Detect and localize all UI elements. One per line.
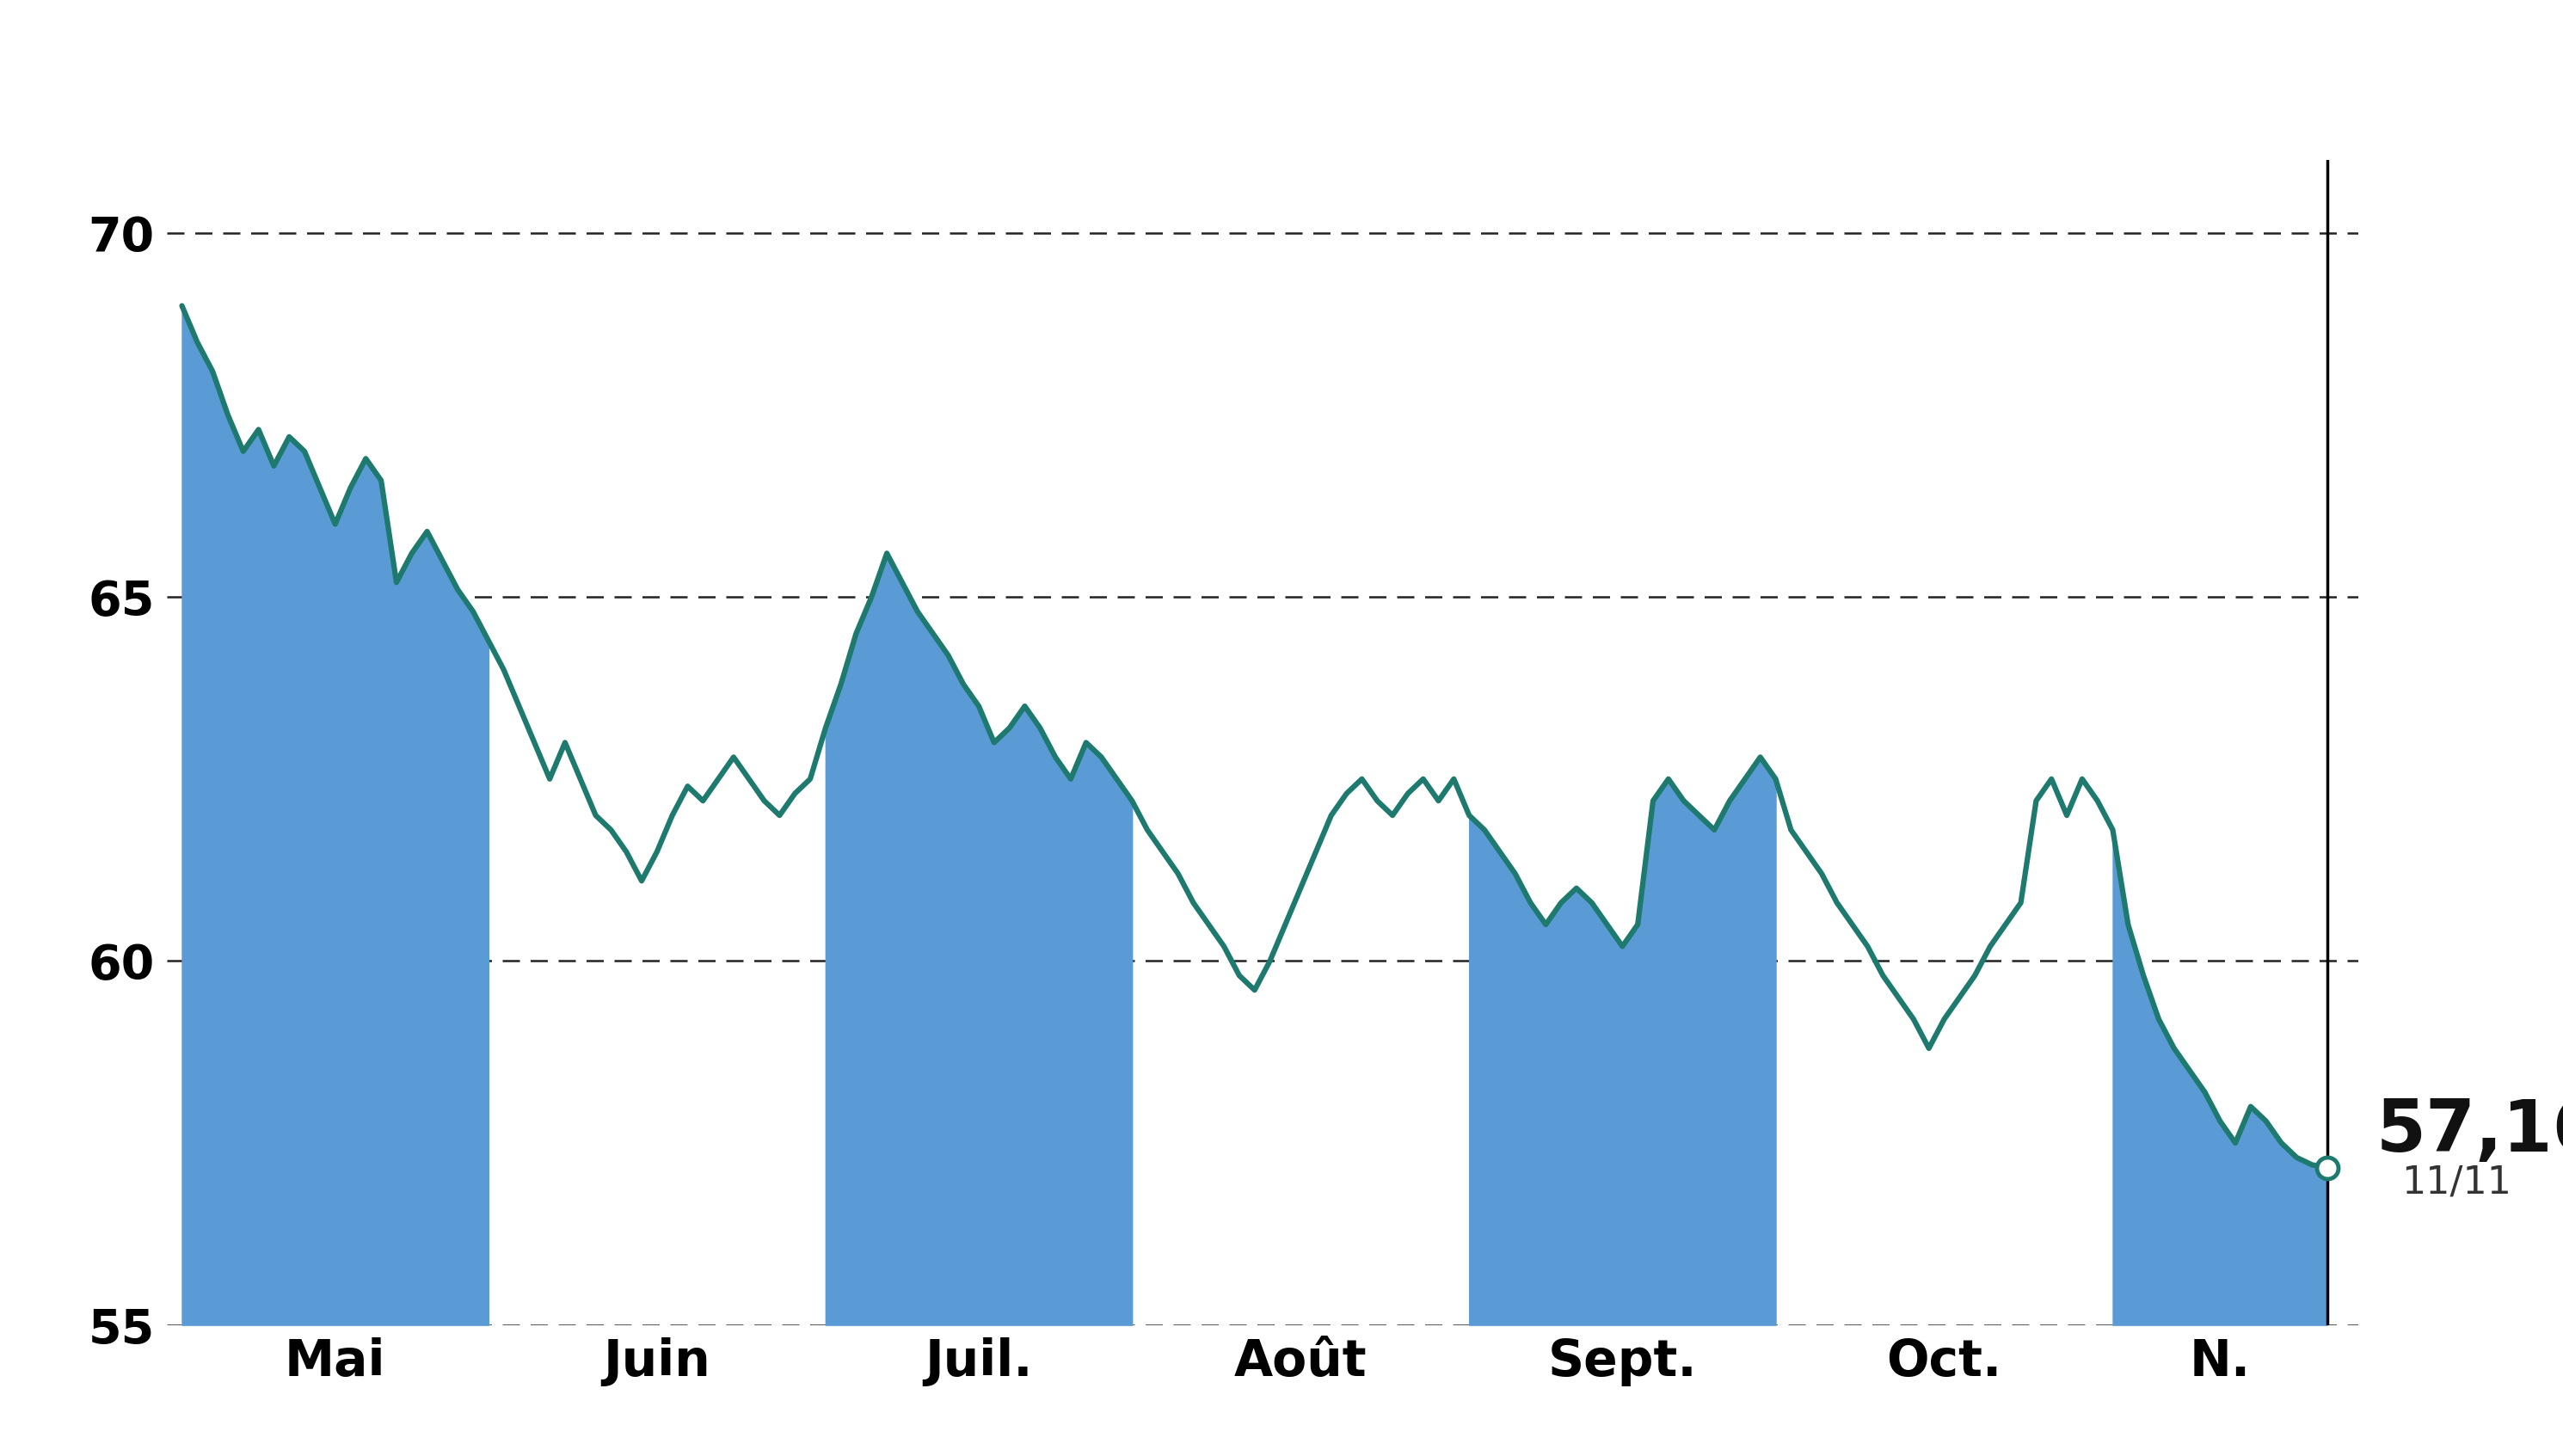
Text: TOTALENERGIES: TOTALENERGIES [836, 36, 1727, 131]
Text: 57,16: 57,16 [2376, 1096, 2563, 1166]
Text: 11/11: 11/11 [2402, 1163, 2512, 1201]
